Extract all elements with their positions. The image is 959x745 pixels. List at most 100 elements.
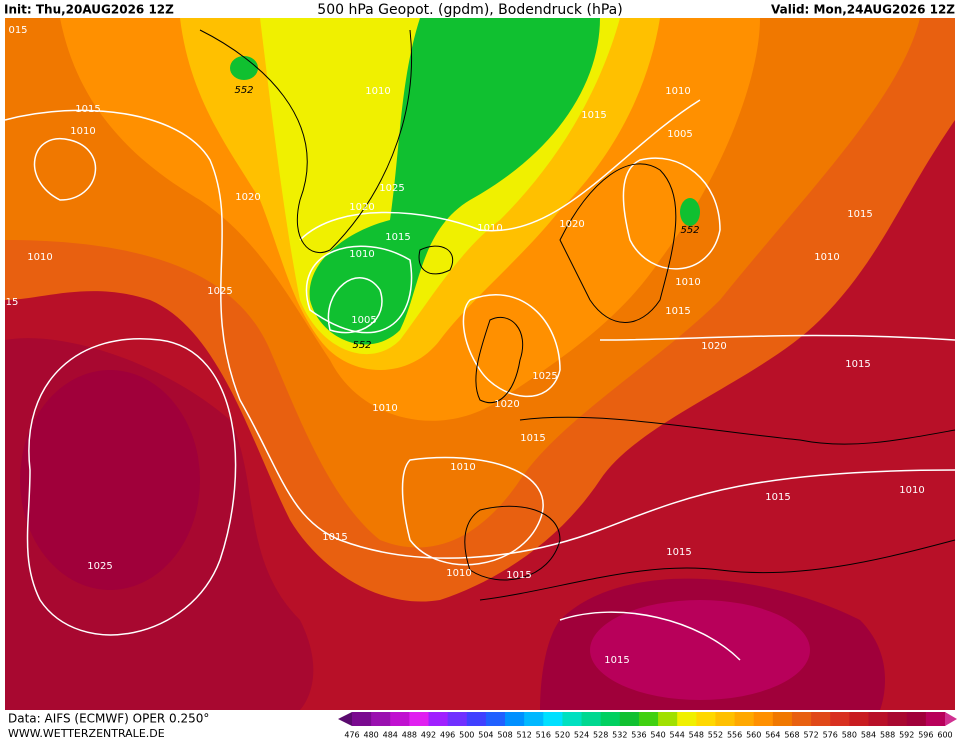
isobar (327, 277, 383, 334)
isobars (4, 99, 956, 661)
colorbar-tick-label: 580 (842, 731, 857, 740)
colorbar-tick-label: 492 (421, 731, 436, 740)
colorbar-arrow (338, 712, 352, 726)
colorbar-tick-label: 596 (918, 731, 933, 740)
colorbar-swatch (447, 712, 468, 726)
colorbar-swatch (658, 712, 678, 726)
colorbar-tick-label: 540 (650, 731, 665, 740)
colorbar-tick-label: 536 (631, 731, 646, 740)
height-labels: 552 552 552 (234, 85, 699, 351)
coast-scandinavia (559, 163, 677, 323)
colorbar: 476 480 484 488 492 496 500 504 508 512 516 520 524 5… (338, 712, 957, 740)
colorbar-tick-label: 532 (612, 731, 627, 740)
colorbar-swatch (906, 712, 927, 726)
colorbar-tick-label: 552 (708, 731, 723, 740)
colorbar-swatch (371, 712, 391, 726)
colorbar-tick-label: 576 (823, 731, 838, 740)
footer-site: WWW.WETTERZENTRALE.DE (8, 727, 165, 740)
height-label: 552 (680, 225, 699, 236)
colorbar-swatch (600, 712, 621, 726)
isobar-label: 1010 (814, 252, 839, 263)
colorbar-tick-label: 556 (727, 731, 742, 740)
isobar (4, 109, 956, 559)
isobar-label: 1010 (477, 223, 502, 234)
colorbar-tick-label: 560 (746, 731, 761, 740)
colorbar-swatch (696, 712, 716, 726)
isobar (401, 456, 544, 566)
isobar-label: 1015 (385, 232, 410, 243)
colorbar-tick-label: 512 (517, 731, 532, 740)
colorbar-swatch (562, 712, 583, 726)
title-text: 500 hPa Geopot. (gpdm), Bodendruck (hPa) (317, 2, 622, 18)
height-label: 552 (352, 340, 371, 351)
colorbar-tick-label: 508 (497, 731, 512, 740)
colorbar-tick-label: 524 (574, 731, 589, 740)
colorbar-tick-label: 516 (536, 731, 551, 740)
colorbar-swatch (772, 712, 793, 726)
isobar-label: 1015 (765, 492, 790, 503)
field-sahara-core (590, 600, 810, 700)
colorbar-tick-label: 488 (402, 731, 417, 740)
colorbar-tick-label: 528 (593, 731, 608, 740)
height-field (5, 18, 955, 710)
field-crimson-core (20, 370, 200, 590)
isobar-label: 1015 (520, 433, 545, 444)
colorbar-tick-label: 584 (861, 731, 876, 740)
colorbar-swatch (505, 712, 525, 726)
colorbar-swatch (638, 712, 659, 726)
colorbar-swatch (830, 712, 850, 726)
coast-europe (519, 416, 956, 445)
isobar-label: 1010 (365, 86, 390, 97)
colorbar-swatch (925, 712, 946, 726)
isobar-label: 1005 (351, 315, 376, 326)
colorbar-tick-label: 544 (670, 731, 685, 740)
isobar-label: 1010 (27, 252, 52, 263)
isobar-label: 1015 (75, 104, 100, 115)
colorbar-swatch (409, 712, 430, 726)
isobar-label: 1015 (847, 209, 872, 220)
isobar-label: 1015 (665, 306, 690, 317)
isobar-label: 1020 (235, 192, 260, 203)
isobar-label: 1015 (604, 655, 629, 666)
colorbar-swatch (849, 712, 869, 726)
colorbar-swatch (619, 712, 640, 726)
colorbar-tick-label: 588 (880, 731, 895, 740)
isobar (299, 99, 701, 241)
isobar-label: 1010 (899, 485, 924, 496)
colorbar-swatch (581, 712, 602, 726)
header-bar (0, 0, 959, 18)
coast-africa (479, 539, 956, 601)
isobar (26, 338, 237, 636)
valid-text: Valid: Mon,24AUG2026 12Z (771, 3, 955, 17)
colorbar-tick-label: 548 (689, 731, 704, 740)
coast-iberia (464, 505, 561, 581)
isobar-label: 1010 (665, 86, 690, 97)
colorbar-swatch (352, 712, 372, 726)
isobar (33, 137, 97, 201)
init-text: Init: Thu,20AUG2026 12Z (4, 3, 174, 17)
isobar-label: 1015 (322, 532, 347, 543)
isobar-label: 1010 (675, 277, 700, 288)
colorbar-tick-label: 572 (803, 731, 818, 740)
colorbar-swatch (887, 712, 908, 726)
coast-britain (475, 316, 524, 403)
colorbar-swatch (791, 712, 812, 726)
isobar-label: 1025 (87, 561, 112, 572)
isobar (622, 157, 721, 270)
isobar-labels: 015 1015 1010 1020 1010 15 1025 1010 1025 1020 101… (6, 25, 925, 666)
colorbar-swatch (485, 712, 506, 726)
coast-iceland (418, 245, 454, 275)
isobar-label: 1015 (581, 110, 606, 121)
colorbar-swatch (677, 712, 697, 726)
isobar (305, 245, 413, 334)
colorbar-swatch (524, 712, 544, 726)
field-green-scand (680, 198, 700, 226)
colorbar-tick-label: 476 (344, 731, 359, 740)
colorbar-swatch (734, 712, 755, 726)
isobar (462, 294, 561, 397)
isobar-label: 1025 (379, 183, 404, 194)
colorbar-swatch (753, 712, 774, 726)
isobar (599, 334, 956, 341)
isobar (559, 611, 741, 661)
